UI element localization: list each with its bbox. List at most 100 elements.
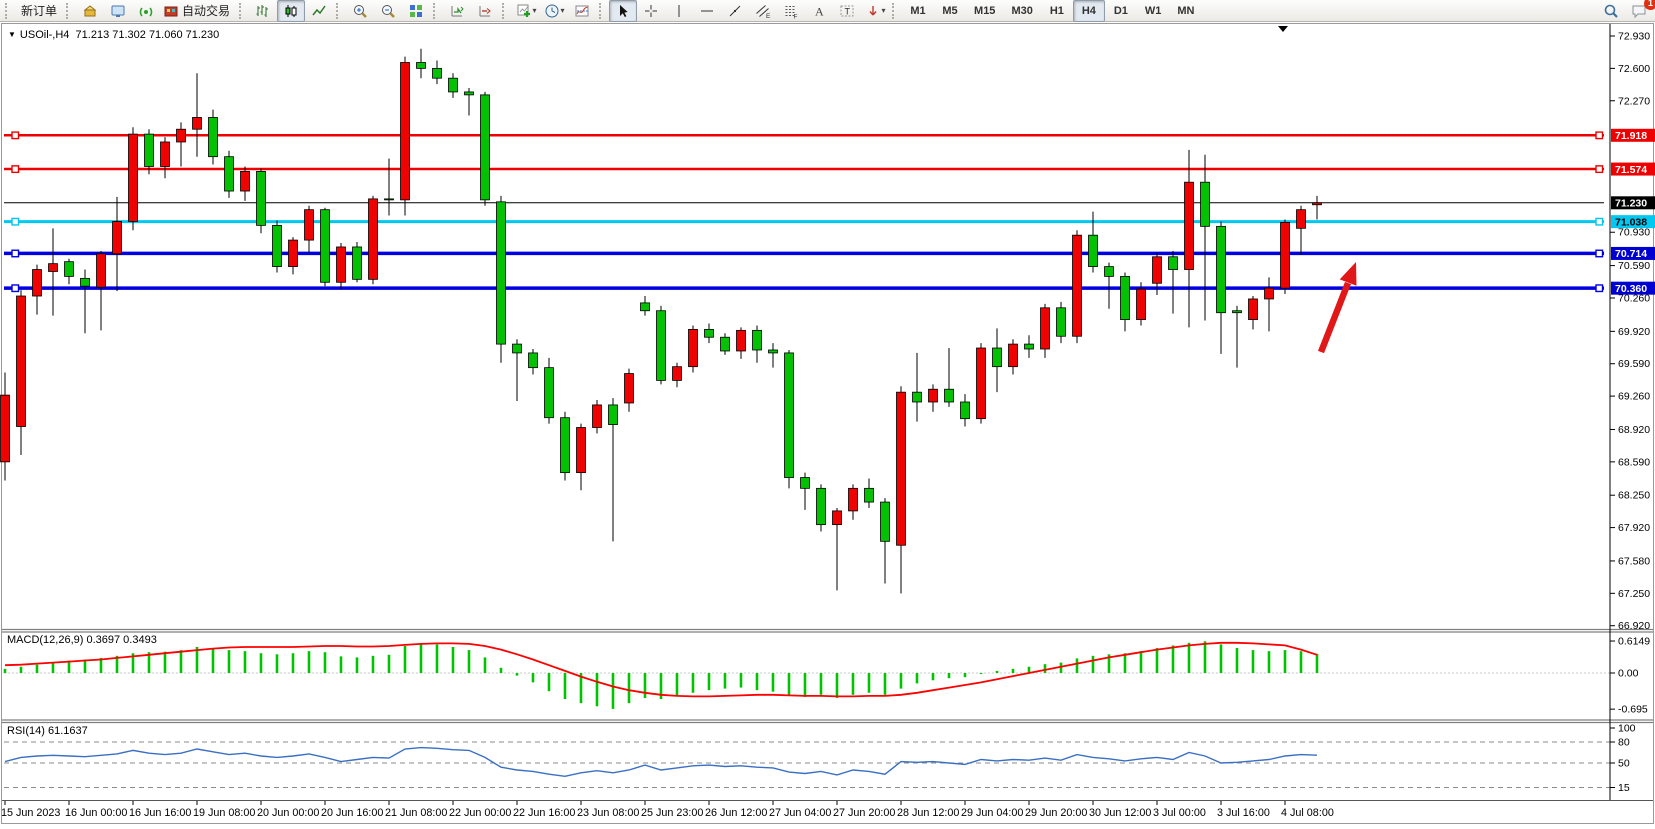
fibonacci-button[interactable]: F bbox=[777, 0, 805, 22]
price-tick-label: 69.260 bbox=[1618, 391, 1650, 403]
candle bbox=[464, 91, 474, 96]
tf-w1-button[interactable]: W1 bbox=[1137, 0, 1170, 22]
time-tick-label: 21 Jun 08:00 bbox=[385, 807, 447, 819]
candle bbox=[688, 328, 698, 368]
candle bbox=[1136, 288, 1146, 320]
chart-title-collapse-icon[interactable]: ▼ bbox=[8, 30, 16, 39]
tf-m15-button-label: M15 bbox=[974, 4, 996, 17]
time-tick-label: 16 Jun 16:00 bbox=[129, 807, 191, 819]
candle bbox=[368, 198, 378, 280]
candle bbox=[912, 391, 922, 403]
chevron-down-icon[interactable]: ▾ bbox=[881, 6, 886, 15]
time-tick-label: 22 Jun 16:00 bbox=[513, 807, 575, 819]
terminal-icon bbox=[110, 3, 126, 19]
candle bbox=[0, 394, 10, 463]
gold-button[interactable] bbox=[76, 0, 104, 22]
notification-badge: 1 bbox=[1644, 0, 1655, 10]
bar-chart-button[interactable] bbox=[249, 0, 277, 22]
tf-h1-button[interactable]: H1 bbox=[1041, 0, 1073, 22]
candle bbox=[768, 349, 778, 354]
notifications-button[interactable]: 1 bbox=[1625, 0, 1655, 22]
candle bbox=[1152, 256, 1162, 284]
candle-chart-button[interactable] bbox=[277, 0, 306, 22]
period-button[interactable]: ▾ bbox=[540, 0, 568, 22]
terminal-button[interactable] bbox=[104, 0, 132, 22]
chart-shift-button[interactable] bbox=[471, 0, 499, 22]
trendline-button[interactable] bbox=[721, 0, 749, 22]
candle bbox=[240, 171, 250, 192]
price-tag-label: 70.360 bbox=[1615, 283, 1647, 295]
level-line-anchor[interactable] bbox=[1595, 249, 1604, 258]
price-axis[interactable]: 72.930 72.600 72.270 70.930 70.590 70.260 69.9… bbox=[1609, 24, 1655, 800]
new-order-button[interactable]: 新订单 bbox=[15, 0, 63, 22]
auto-scroll-button[interactable] bbox=[443, 0, 471, 22]
tf-d1-button[interactable]: D1 bbox=[1105, 0, 1137, 22]
candles-layer bbox=[0, 48, 1322, 594]
level-line-anchor[interactable] bbox=[11, 165, 20, 174]
chevron-down-icon[interactable]: ▾ bbox=[560, 6, 565, 15]
level-line-anchor[interactable] bbox=[1595, 131, 1604, 140]
vline-button[interactable] bbox=[665, 0, 693, 22]
tile-icon bbox=[408, 3, 424, 19]
level-line-anchor[interactable] bbox=[11, 131, 20, 140]
time-tick-label: 15 Jun 2023 bbox=[1, 807, 60, 819]
candle bbox=[1312, 202, 1322, 206]
tf-m15-button[interactable]: M15 bbox=[966, 0, 1003, 22]
line-chart-button[interactable] bbox=[305, 0, 333, 22]
price-tag-label: 71.230 bbox=[1615, 198, 1647, 210]
candle bbox=[752, 329, 762, 351]
level-line-anchor[interactable] bbox=[11, 284, 20, 293]
candle bbox=[1184, 181, 1194, 270]
tf-mn-button[interactable]: MN bbox=[1169, 0, 1202, 22]
robot-icon bbox=[163, 3, 179, 19]
zoom-out-button[interactable] bbox=[374, 0, 402, 22]
level-line-anchor[interactable] bbox=[11, 217, 20, 226]
template-button[interactable] bbox=[568, 0, 596, 22]
label-button[interactable]: T bbox=[833, 0, 861, 22]
candle bbox=[192, 117, 202, 130]
time-axis[interactable]: 15 Jun 2023 16 Jun 00:00 16 Jun 16:00 19 Ju… bbox=[1, 800, 1653, 820]
horizontal-level-lines[interactable] bbox=[4, 131, 1604, 293]
time-tick-label: 29 Jun 20:00 bbox=[1025, 807, 1087, 819]
time-tick-label: 19 Jun 08:00 bbox=[193, 807, 255, 819]
candle bbox=[64, 261, 74, 277]
text-button[interactable]: A bbox=[805, 0, 833, 22]
tf-m5-button[interactable]: M5 bbox=[934, 0, 966, 22]
search-button[interactable] bbox=[1597, 0, 1625, 22]
candle bbox=[224, 156, 234, 192]
candle bbox=[32, 269, 42, 297]
tf-m30-button[interactable]: M30 bbox=[1003, 0, 1040, 22]
time-tick-label: 26 Jun 12:00 bbox=[705, 807, 767, 819]
channel-button[interactable]: E bbox=[749, 0, 777, 22]
rsi-tick-label: 80 bbox=[1618, 737, 1630, 749]
level-line-anchor[interactable] bbox=[11, 249, 20, 258]
price-tick-label: 67.250 bbox=[1618, 588, 1650, 600]
tf-h4-button[interactable]: H4 bbox=[1072, 0, 1105, 22]
arrows-button[interactable]: ▾ bbox=[861, 0, 889, 22]
candle bbox=[928, 388, 938, 403]
toolbar-grip bbox=[892, 2, 899, 19]
time-tick-label: 29 Jun 04:00 bbox=[961, 807, 1023, 819]
arrows-icon bbox=[865, 3, 881, 19]
price-tick-label: 69.920 bbox=[1618, 326, 1650, 338]
new-chart-button[interactable]: ▾ bbox=[512, 0, 540, 22]
rsi-pane bbox=[4, 741, 1610, 788]
signal-button[interactable] bbox=[132, 0, 160, 22]
price-tick-label: 67.580 bbox=[1618, 555, 1650, 567]
price-tick-label: 67.920 bbox=[1618, 522, 1650, 534]
chevron-down-icon[interactable]: ▾ bbox=[532, 6, 537, 15]
hline-button[interactable] bbox=[693, 0, 721, 22]
cursor-button[interactable] bbox=[609, 0, 638, 22]
arrow-annotation[interactable] bbox=[1317, 262, 1357, 354]
level-line-anchor[interactable] bbox=[1595, 217, 1604, 226]
level-line-anchor[interactable] bbox=[1595, 165, 1604, 174]
tf-m1-button[interactable]: M1 bbox=[902, 0, 934, 22]
level-line-anchor[interactable] bbox=[1595, 284, 1604, 293]
crosshair-button[interactable] bbox=[637, 0, 665, 22]
price-tag-label: 70.714 bbox=[1615, 248, 1647, 260]
chart-shift-marker-icon[interactable] bbox=[1278, 26, 1288, 32]
candle bbox=[1104, 266, 1114, 277]
autotrading-button[interactable]: 自动交易 bbox=[160, 0, 236, 22]
zoom-in-button[interactable] bbox=[346, 0, 374, 22]
tile-windows-button[interactable] bbox=[402, 0, 430, 22]
